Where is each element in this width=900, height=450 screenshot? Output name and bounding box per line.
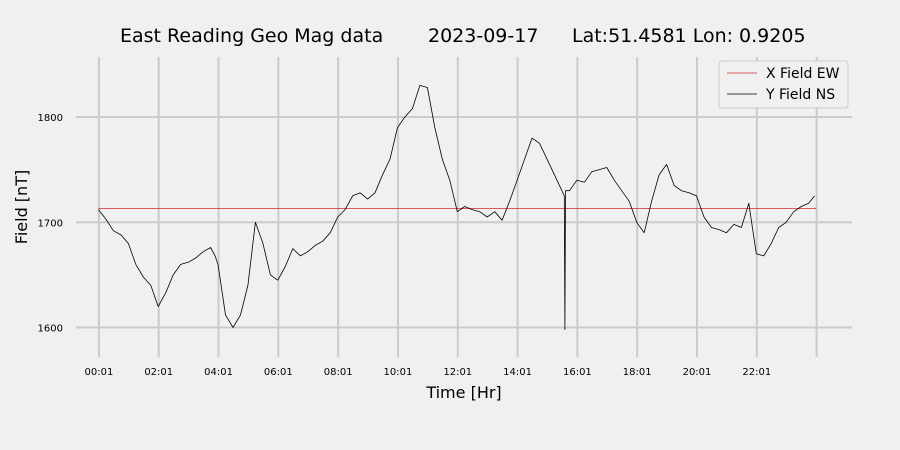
x-tick-label-1: 02:01 [144, 367, 173, 378]
x-tick-label-2: 04:01 [204, 367, 233, 378]
series-lines [98, 85, 817, 331]
chart-title: East Reading Geo Mag data 2023-09-17 Lat… [120, 25, 806, 47]
x-tick-label-5: 10:01 [384, 367, 413, 378]
y-tick-label-1: 1700 [38, 218, 63, 229]
x-axis-label: Time [Hr] [425, 383, 501, 402]
x-tick-label-6: 12:01 [443, 367, 472, 378]
x-tick-label-10: 20:01 [683, 367, 712, 378]
y-tick-label-2: 1800 [38, 113, 63, 124]
y-axis-label: Field [nT] [12, 170, 31, 244]
title-date: 2023-09-17 [428, 25, 538, 47]
legend-label-x-field: X Field EW [766, 66, 840, 82]
x-tick-label-4: 08:01 [324, 367, 353, 378]
y-tick-label-0: 1600 [38, 324, 63, 335]
x-tick-label-0: 00:01 [85, 367, 114, 378]
x-tick-label-11: 22:01 [742, 367, 771, 378]
legend: X Field EW Y Field NS [718, 60, 849, 109]
legend-label-y-field: Y Field NS [765, 87, 835, 103]
x-tick-label-3: 06:01 [264, 367, 293, 378]
title-station: East Reading Geo Mag data [120, 25, 383, 47]
x-tick-label-8: 16:01 [563, 367, 592, 378]
title-location: Lat:51.4581 Lon: 0.9205 [572, 25, 806, 47]
x-tick-label-7: 14:01 [503, 367, 532, 378]
x-tick-label-9: 18:01 [623, 367, 652, 378]
series-line-1 [98, 85, 815, 331]
x-tick-labels: 00:01 02:01 04:01 06:01 08:01 10:01 12:01 14:01… [85, 367, 772, 378]
y-tick-labels: 1600 1700 1800 [38, 113, 63, 335]
